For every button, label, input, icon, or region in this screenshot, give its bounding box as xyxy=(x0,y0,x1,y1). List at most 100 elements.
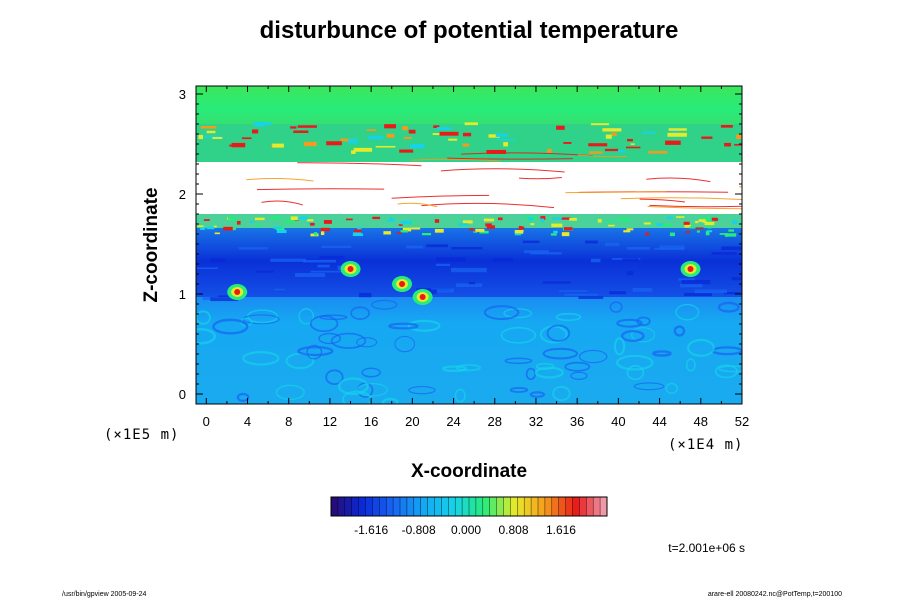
filament xyxy=(290,126,297,129)
filament xyxy=(340,138,354,142)
colorbar-swatch xyxy=(434,497,442,516)
filament xyxy=(436,127,451,130)
boundary-noise xyxy=(396,232,402,234)
time-label: t=2.001e+06 s xyxy=(668,541,745,555)
colorbar-swatch xyxy=(503,497,511,516)
filament xyxy=(384,124,396,129)
x-axis-label: X-coordinate xyxy=(411,461,527,482)
filament xyxy=(348,138,358,144)
filament xyxy=(736,134,742,140)
band-streak xyxy=(522,240,540,244)
boundary-noise xyxy=(409,221,415,225)
colorbar-swatch xyxy=(365,497,373,516)
filament xyxy=(734,144,742,146)
colorbar-swatch xyxy=(331,497,339,516)
band-streak xyxy=(711,252,737,255)
boundary-noise xyxy=(701,217,712,222)
boundary-noise xyxy=(615,218,619,222)
boundary-noise xyxy=(540,218,545,223)
boundary-noise xyxy=(236,220,241,225)
colorbar-swatch xyxy=(441,497,449,516)
eddy xyxy=(564,361,591,372)
boundary-noise xyxy=(683,221,690,225)
boundary-noise xyxy=(560,217,571,220)
filament xyxy=(351,150,356,154)
y-axis-ticks: 0 1 2 3 xyxy=(179,87,742,405)
band-streak xyxy=(468,281,476,285)
band-streak xyxy=(455,283,482,288)
eddy xyxy=(616,354,654,371)
band-streak xyxy=(218,295,229,297)
band-streak xyxy=(564,293,598,296)
band-streak xyxy=(542,281,571,284)
eddy xyxy=(609,301,623,313)
colorbar-swatch xyxy=(469,497,477,516)
boundary-noise xyxy=(200,227,206,230)
colorbar-swatch xyxy=(572,497,580,516)
boundary-noise xyxy=(660,224,666,227)
streak xyxy=(639,198,685,203)
boundary-noise xyxy=(297,216,308,220)
eddy xyxy=(570,371,588,380)
boundary-noise xyxy=(702,221,707,223)
boundary-noise xyxy=(676,216,685,218)
x-tick-label: 4 xyxy=(244,414,251,429)
eddy xyxy=(236,392,250,402)
boundary-noise xyxy=(273,226,283,229)
eddy xyxy=(718,365,742,373)
boundary-noise xyxy=(608,224,615,227)
y-tick-label: 0 xyxy=(179,387,186,402)
boundary-noise xyxy=(197,225,204,228)
band-streak xyxy=(680,283,703,288)
streak xyxy=(620,197,742,200)
y-tick-label: 3 xyxy=(179,87,186,102)
eddy xyxy=(318,332,342,345)
colorbar-swatch xyxy=(337,497,346,516)
colorbar-swatch xyxy=(386,497,394,516)
band-streak xyxy=(585,240,598,244)
boundary-noise xyxy=(605,221,614,223)
eddy xyxy=(673,325,686,337)
boundary-noise xyxy=(223,226,233,231)
boundary-noise xyxy=(563,227,573,231)
band-streak xyxy=(303,259,337,263)
eddy xyxy=(631,327,656,343)
filament xyxy=(590,123,610,126)
streak xyxy=(741,163,742,165)
eddy xyxy=(535,362,555,370)
streak xyxy=(440,168,565,173)
band-streak xyxy=(694,289,728,294)
filament xyxy=(463,132,472,137)
band-streak xyxy=(632,288,653,292)
filament xyxy=(353,147,373,152)
eddy xyxy=(620,329,645,343)
colorbar-tick-label: 0.808 xyxy=(498,523,528,537)
filament xyxy=(625,146,641,149)
band-streak xyxy=(435,263,451,267)
eddy xyxy=(675,303,700,321)
boundary-noise xyxy=(254,217,265,221)
eddy xyxy=(350,306,370,320)
boundary-noise xyxy=(669,232,675,237)
boundary-noise xyxy=(713,218,719,221)
filament xyxy=(198,134,204,140)
filament xyxy=(497,138,515,141)
boundary-noise xyxy=(706,230,713,233)
eddy xyxy=(408,385,436,395)
boundary-noise xyxy=(551,223,563,228)
eddy xyxy=(504,357,533,365)
layer-top-green xyxy=(196,86,742,124)
boundary-noise xyxy=(320,227,330,232)
filament xyxy=(448,138,458,141)
x-tick-label: 8 xyxy=(285,414,292,429)
boundary-noise xyxy=(231,217,239,221)
filament xyxy=(366,129,377,131)
boundary-noise xyxy=(475,228,485,232)
x-tick-label: 24 xyxy=(446,414,460,429)
streak xyxy=(411,158,500,162)
eddy xyxy=(381,397,399,404)
boundary-noise xyxy=(276,229,287,234)
boundary-noise xyxy=(726,233,737,237)
x-tick-label: 32 xyxy=(529,414,543,429)
plume-center xyxy=(419,294,426,300)
